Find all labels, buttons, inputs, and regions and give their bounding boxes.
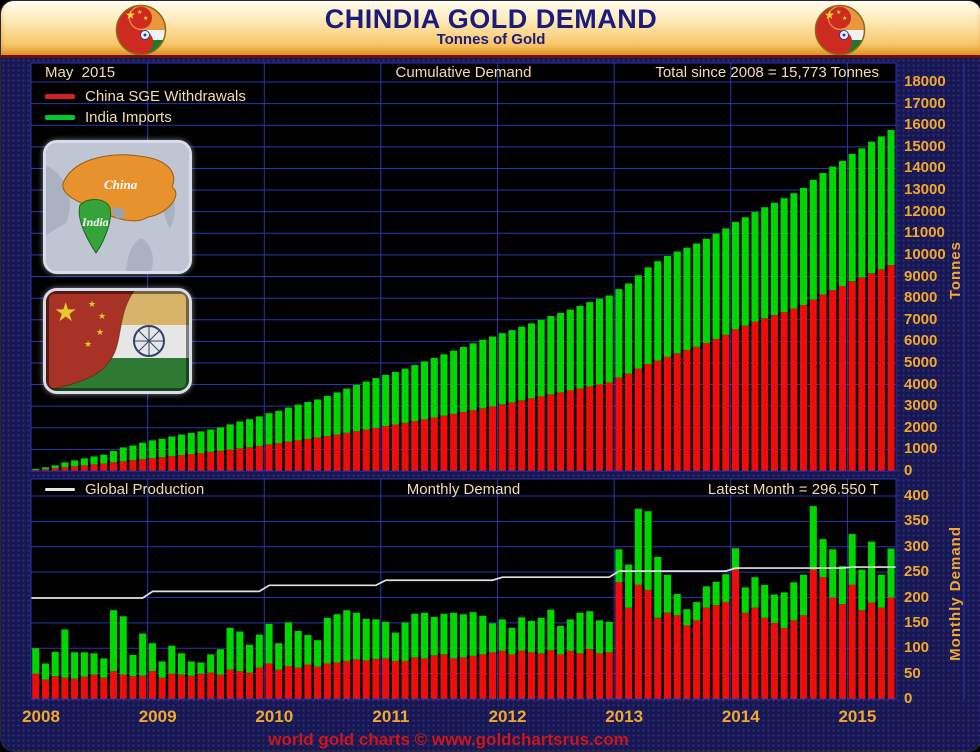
x-tick-year-label: 2011 <box>372 707 410 726</box>
y-tick-label: 250 <box>904 563 930 581</box>
bottom-chart-title: Monthly Demand <box>406 481 521 498</box>
svg-text:★: ★ <box>137 9 142 16</box>
svg-text:★: ★ <box>88 299 96 309</box>
header-banner: ★ ★ ★ CHINDIA GOLD DEMAND Tonnes of Gold… <box>1 1 980 58</box>
x-tick-year-label: 2015 <box>838 707 877 726</box>
svg-text:★: ★ <box>836 9 841 16</box>
top-y-axis-title: Tonnes <box>947 241 964 300</box>
x-tick-year-label: 2013 <box>605 707 644 726</box>
global-production-label: Global Production <box>85 481 205 498</box>
y-tick-label: 3000 <box>904 397 938 415</box>
y-tick-label: 7000 <box>904 310 938 328</box>
y-tick-label: 6000 <box>904 332 938 350</box>
y-tick-label: 4000 <box>904 375 938 393</box>
svg-text:★: ★ <box>125 8 136 22</box>
y-tick-label: 16000 <box>904 116 946 134</box>
x-tick-year-label: 2014 <box>721 707 760 726</box>
china-india-yinyang-icon: ★ ★ ★ <box>115 4 167 56</box>
svg-text:★: ★ <box>842 15 847 22</box>
y-tick-label: 350 <box>904 512 930 530</box>
y-tick-label: 9000 <box>904 267 938 285</box>
y-tick-label: 0 <box>904 462 913 479</box>
x-tick-year-label: 2010 <box>255 707 294 726</box>
map-india-label: India <box>81 215 109 229</box>
china-legend-label: China SGE Withdrawals <box>85 88 246 105</box>
title-block: CHINDIA GOLD DEMAND Tonnes of Gold <box>1 4 980 47</box>
x-tick-year-label: 2008 <box>22 707 60 726</box>
page-subtitle: Tonnes of Gold <box>436 31 546 48</box>
y-tick-label: 2000 <box>904 418 938 436</box>
y-tick-label: 11000 <box>904 224 945 242</box>
legend-china: China SGE Withdrawals <box>45 88 246 105</box>
top-chart-total-label: Total since 2008 = 15,773 Tonnes <box>655 64 879 81</box>
india-legend-label: India Imports <box>85 109 172 126</box>
global-production-swatch <box>45 488 75 491</box>
x-tick-year-label: 2012 <box>488 707 527 726</box>
china-india-map-image: China India <box>43 140 192 274</box>
china-india-yinyang-icon: ★ ★ ★ <box>814 4 866 56</box>
svg-text:★: ★ <box>84 339 92 349</box>
y-tick-label: 14000 <box>904 159 946 177</box>
y-tick-label: 13000 <box>904 181 946 199</box>
svg-text:★: ★ <box>824 8 835 22</box>
chart-panel: May 2015 Cumulative Demand Total since 2… <box>1 58 980 751</box>
page-title: CHINDIA GOLD DEMAND <box>324 4 658 34</box>
legend-global-production: Global Production <box>45 481 204 498</box>
latest-month-label: Latest Month = 296.550 T <box>707 481 879 498</box>
y-tick-label: 12000 <box>904 202 946 220</box>
y-tick-label: 200 <box>904 588 930 606</box>
china-legend-swatch <box>45 94 75 99</box>
y-tick-label: 17000 <box>904 94 946 112</box>
y-tick-label: 1000 <box>904 440 938 458</box>
top-chart-date-label: May 2015 <box>45 64 116 81</box>
svg-text:★: ★ <box>143 15 148 22</box>
y-tick-label: 50 <box>904 664 921 682</box>
y-tick-label: 15000 <box>904 137 946 155</box>
china-india-flags-image: ★ ★ ★ ★ ★ <box>43 288 192 394</box>
india-legend-swatch <box>45 115 75 120</box>
x-tick-year-label: 2009 <box>138 707 177 726</box>
map-china-label: China <box>104 177 138 192</box>
top-chart-title: Cumulative Demand <box>395 64 532 81</box>
footer-credit: world gold charts © www.goldchartsrus.co… <box>268 730 629 749</box>
bottom-y-axis-title: Monthly Demand <box>947 526 964 661</box>
legend-india: India Imports <box>45 109 172 126</box>
y-tick-label: 400 <box>904 487 930 504</box>
svg-text:★: ★ <box>96 327 104 337</box>
y-tick-label: 5000 <box>904 353 938 371</box>
y-tick-label: 0 <box>904 690 913 707</box>
svg-text:★: ★ <box>98 311 106 321</box>
y-tick-label: 100 <box>904 639 930 657</box>
y-tick-label: 8000 <box>904 289 938 307</box>
y-tick-label: 150 <box>904 613 930 631</box>
y-tick-label: 18000 <box>904 73 946 90</box>
svg-text:★: ★ <box>54 297 77 327</box>
y-tick-label: 300 <box>904 537 930 555</box>
y-tick-label: 10000 <box>904 245 946 263</box>
